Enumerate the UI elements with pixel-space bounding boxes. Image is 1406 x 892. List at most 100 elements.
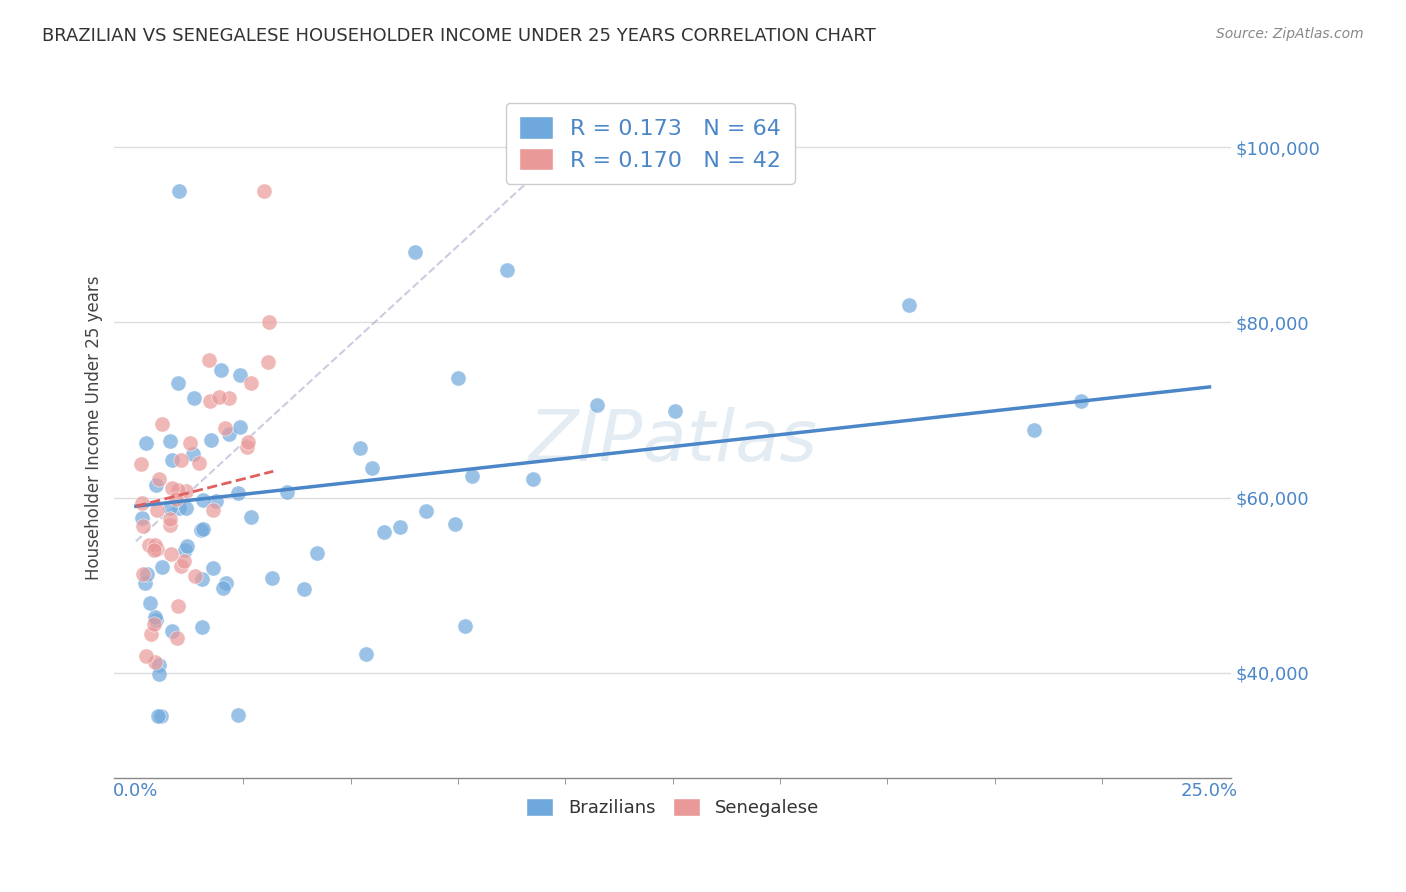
Senegalese — [160, 547, 183, 561]
Senegalese — [143, 538, 166, 552]
Senegalese — [143, 656, 166, 670]
Brazilians — [145, 478, 167, 492]
Senegalese — [200, 393, 222, 408]
Senegalese — [169, 558, 191, 573]
Senegalese — [159, 518, 181, 533]
Senegalese — [166, 631, 188, 645]
Brazilians — [183, 391, 205, 405]
Senegalese — [179, 436, 201, 450]
Senegalese — [167, 483, 190, 497]
Senegalese — [146, 503, 169, 517]
Brazilians — [174, 500, 197, 515]
Senegalese — [173, 554, 195, 568]
Brazilians — [204, 494, 226, 508]
Senegalese — [131, 519, 153, 533]
Brazilians — [522, 472, 544, 486]
Brazilians — [160, 453, 183, 467]
Brazilians — [191, 522, 214, 536]
Brazilians — [664, 404, 686, 418]
Senegalese — [256, 355, 278, 369]
Brazilians — [173, 543, 195, 558]
Brazilians — [200, 434, 222, 448]
Brazilians — [373, 525, 395, 540]
Brazilians — [202, 561, 225, 575]
Brazilians — [349, 441, 371, 455]
Senegalese — [131, 496, 153, 510]
Brazilians — [461, 468, 484, 483]
Text: ZIPatlas: ZIPatlas — [529, 407, 817, 476]
Senegalese — [239, 376, 262, 390]
Brazilians — [159, 500, 181, 515]
Brazilians — [447, 370, 470, 384]
Senegalese — [162, 481, 184, 495]
Senegalese — [159, 512, 181, 526]
Senegalese — [238, 435, 260, 450]
Brazilians — [176, 539, 198, 553]
Brazilians — [190, 523, 212, 537]
Brazilians — [354, 648, 377, 662]
Senegalese — [150, 417, 173, 431]
Brazilians — [131, 510, 153, 524]
Text: BRAZILIAN VS SENEGALESE HOUSEHOLDER INCOME UNDER 25 YEARS CORRELATION CHART: BRAZILIAN VS SENEGALESE HOUSEHOLDER INCO… — [42, 27, 876, 45]
Brazilians — [160, 624, 183, 638]
Brazilians — [146, 709, 169, 723]
Brazilians — [150, 560, 173, 574]
Brazilians — [226, 708, 249, 723]
Brazilians — [167, 376, 190, 390]
Senegalese — [143, 542, 166, 557]
Senegalese — [202, 503, 225, 517]
Brazilians — [218, 427, 240, 442]
Brazilians — [226, 485, 249, 500]
Brazilians — [135, 436, 157, 450]
Senegalese — [214, 421, 236, 435]
Senegalese — [188, 456, 211, 470]
Senegalese — [170, 452, 193, 467]
Senegalese — [165, 491, 187, 506]
Brazilians — [181, 447, 204, 461]
Brazilians — [159, 434, 181, 448]
Brazilians — [193, 493, 215, 508]
Brazilians — [148, 657, 170, 672]
Brazilians — [292, 582, 315, 596]
Brazilians — [145, 613, 167, 627]
Brazilians — [586, 398, 609, 412]
Brazilians — [167, 184, 190, 198]
Senegalese — [138, 538, 160, 552]
Brazilians — [495, 263, 517, 277]
Brazilians — [191, 620, 214, 634]
Brazilians — [1070, 394, 1092, 409]
Brazilians — [215, 576, 238, 591]
Senegalese — [129, 457, 152, 471]
Brazilians — [212, 581, 235, 595]
Brazilians — [228, 368, 250, 382]
Brazilians — [454, 619, 477, 633]
Brazilians — [1022, 424, 1045, 438]
Brazilians — [276, 484, 298, 499]
Brazilians — [148, 667, 170, 681]
Senegalese — [148, 472, 170, 486]
Brazilians — [143, 610, 166, 624]
Senegalese — [218, 391, 240, 405]
Y-axis label: Householder Income Under 25 years: Householder Income Under 25 years — [86, 276, 103, 580]
Brazilians — [443, 517, 465, 532]
Senegalese — [184, 569, 207, 583]
Senegalese — [141, 626, 163, 640]
Brazilians — [135, 567, 157, 582]
Senegalese — [174, 483, 197, 498]
Senegalese — [257, 315, 280, 329]
Brazilians — [167, 500, 190, 515]
Brazilians — [388, 520, 411, 534]
Brazilians — [404, 245, 426, 260]
Brazilians — [415, 504, 437, 518]
Brazilians — [149, 709, 172, 723]
Legend: Brazilians, Senegalese: Brazilians, Senegalese — [519, 790, 827, 824]
Senegalese — [132, 567, 155, 582]
Brazilians — [305, 546, 328, 560]
Brazilians — [209, 363, 232, 377]
Senegalese — [253, 184, 276, 198]
Brazilians — [262, 571, 284, 585]
Brazilians — [191, 572, 214, 586]
Senegalese — [142, 617, 165, 632]
Brazilians — [229, 420, 252, 434]
Senegalese — [146, 541, 169, 556]
